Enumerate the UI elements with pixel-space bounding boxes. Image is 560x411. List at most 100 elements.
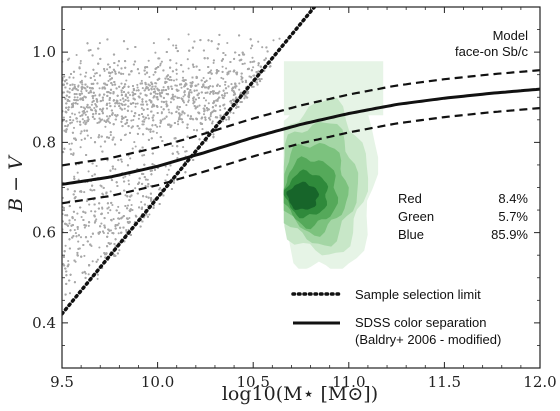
scatter-point: [68, 292, 72, 295]
scatter-point: [66, 98, 69, 101]
scatter-point: [73, 190, 76, 193]
x-tick-label: 12.0: [523, 373, 556, 391]
scatter-point: [80, 90, 83, 93]
scatter-point: [241, 51, 244, 54]
scatter-point: [106, 119, 109, 122]
scatter-point: [186, 123, 189, 126]
scatter-point: [221, 120, 224, 123]
scatter-point: [234, 82, 237, 85]
scatter-point: [100, 185, 103, 188]
scatter-point: [73, 113, 76, 116]
scatter-point: [84, 236, 88, 239]
fraction-label-green: Green: [398, 209, 434, 224]
scatter-point: [209, 90, 212, 94]
scatter-point: [232, 70, 235, 73]
scatter-point: [193, 89, 196, 92]
scatter-point: [107, 136, 110, 139]
scatter-point: [83, 111, 86, 114]
scatter-point: [269, 65, 272, 68]
scatter-point: [209, 115, 212, 118]
scatter-point: [110, 179, 114, 182]
scatter-point: [107, 120, 110, 123]
scatter-point: [187, 67, 190, 70]
scatter-point: [169, 76, 172, 79]
scatter-point: [93, 203, 96, 206]
scatter-point: [188, 94, 191, 97]
scatter-point: [79, 132, 82, 135]
scatter-point: [66, 125, 69, 128]
scatter-point: [158, 188, 161, 191]
scatter-point: [69, 84, 72, 87]
scatter-point: [67, 259, 70, 263]
scatter-point: [176, 50, 179, 53]
scatter-point: [154, 92, 157, 95]
scatter-point: [196, 94, 199, 97]
scatter-point: [209, 77, 212, 80]
scatter-point: [138, 127, 141, 130]
scatter-point: [136, 192, 139, 195]
scatter-point: [143, 69, 146, 72]
scatter-point: [120, 115, 124, 118]
scatter-point: [170, 124, 173, 127]
scatter-point: [108, 229, 111, 232]
scatter-point: [149, 184, 152, 188]
scatter-point: [72, 210, 75, 213]
scatter-point: [144, 66, 147, 69]
scatter-point: [171, 96, 174, 99]
scatter-point: [140, 112, 144, 116]
scatter-point: [152, 130, 155, 133]
scatter-point: [123, 189, 126, 192]
scatter-point: [79, 81, 82, 84]
scatter-point: [94, 94, 97, 97]
scatter-point: [216, 84, 219, 87]
scatter-point: [149, 128, 152, 131]
scatter-point: [111, 83, 114, 86]
scatter-point: [64, 110, 67, 113]
scatter-point: [141, 154, 144, 157]
scatter-point: [180, 64, 183, 67]
scatter-point: [231, 89, 234, 92]
scatter-point: [91, 189, 94, 192]
scatter-point: [197, 92, 200, 95]
scatter-point: [85, 71, 88, 74]
scatter-point: [229, 60, 232, 64]
scatter-point: [105, 107, 109, 110]
scatter-point: [212, 101, 216, 104]
scatter-point: [93, 106, 96, 110]
scatter-point: [81, 114, 84, 117]
scatter-point: [82, 109, 86, 113]
scatter-point: [211, 120, 214, 123]
scatter-point: [89, 76, 92, 79]
scatter-point: [64, 97, 67, 100]
scatter-point: [87, 49, 90, 52]
scatter-point: [181, 121, 184, 124]
scatter-point: [245, 92, 249, 95]
scatter-point: [185, 104, 188, 107]
scatter-point: [160, 91, 164, 94]
scatter-point: [91, 115, 94, 118]
scatter-point: [71, 131, 74, 134]
scatter-point: [134, 45, 137, 49]
scatter-point: [253, 74, 256, 77]
scatter-point: [178, 83, 182, 86]
scatter-point: [188, 91, 191, 94]
scatter-point: [177, 123, 180, 126]
scatter-point: [224, 87, 228, 90]
scatter-point: [128, 93, 132, 97]
scatter-point: [124, 204, 127, 208]
scatter-point: [176, 96, 179, 99]
scatter-point: [126, 109, 129, 112]
scatter-point: [103, 69, 106, 72]
scatter-point: [222, 89, 225, 92]
scatter-point: [83, 270, 86, 273]
scatter-point: [142, 123, 145, 126]
scatter-point: [114, 168, 117, 171]
scatter-point: [165, 104, 169, 107]
scatter-point: [122, 176, 125, 179]
scatter-point: [107, 63, 110, 66]
scatter-point: [118, 102, 121, 105]
scatter-point: [134, 187, 137, 190]
scatter-point: [227, 70, 230, 73]
scatter-point: [178, 114, 181, 117]
scatter-point: [103, 67, 106, 71]
